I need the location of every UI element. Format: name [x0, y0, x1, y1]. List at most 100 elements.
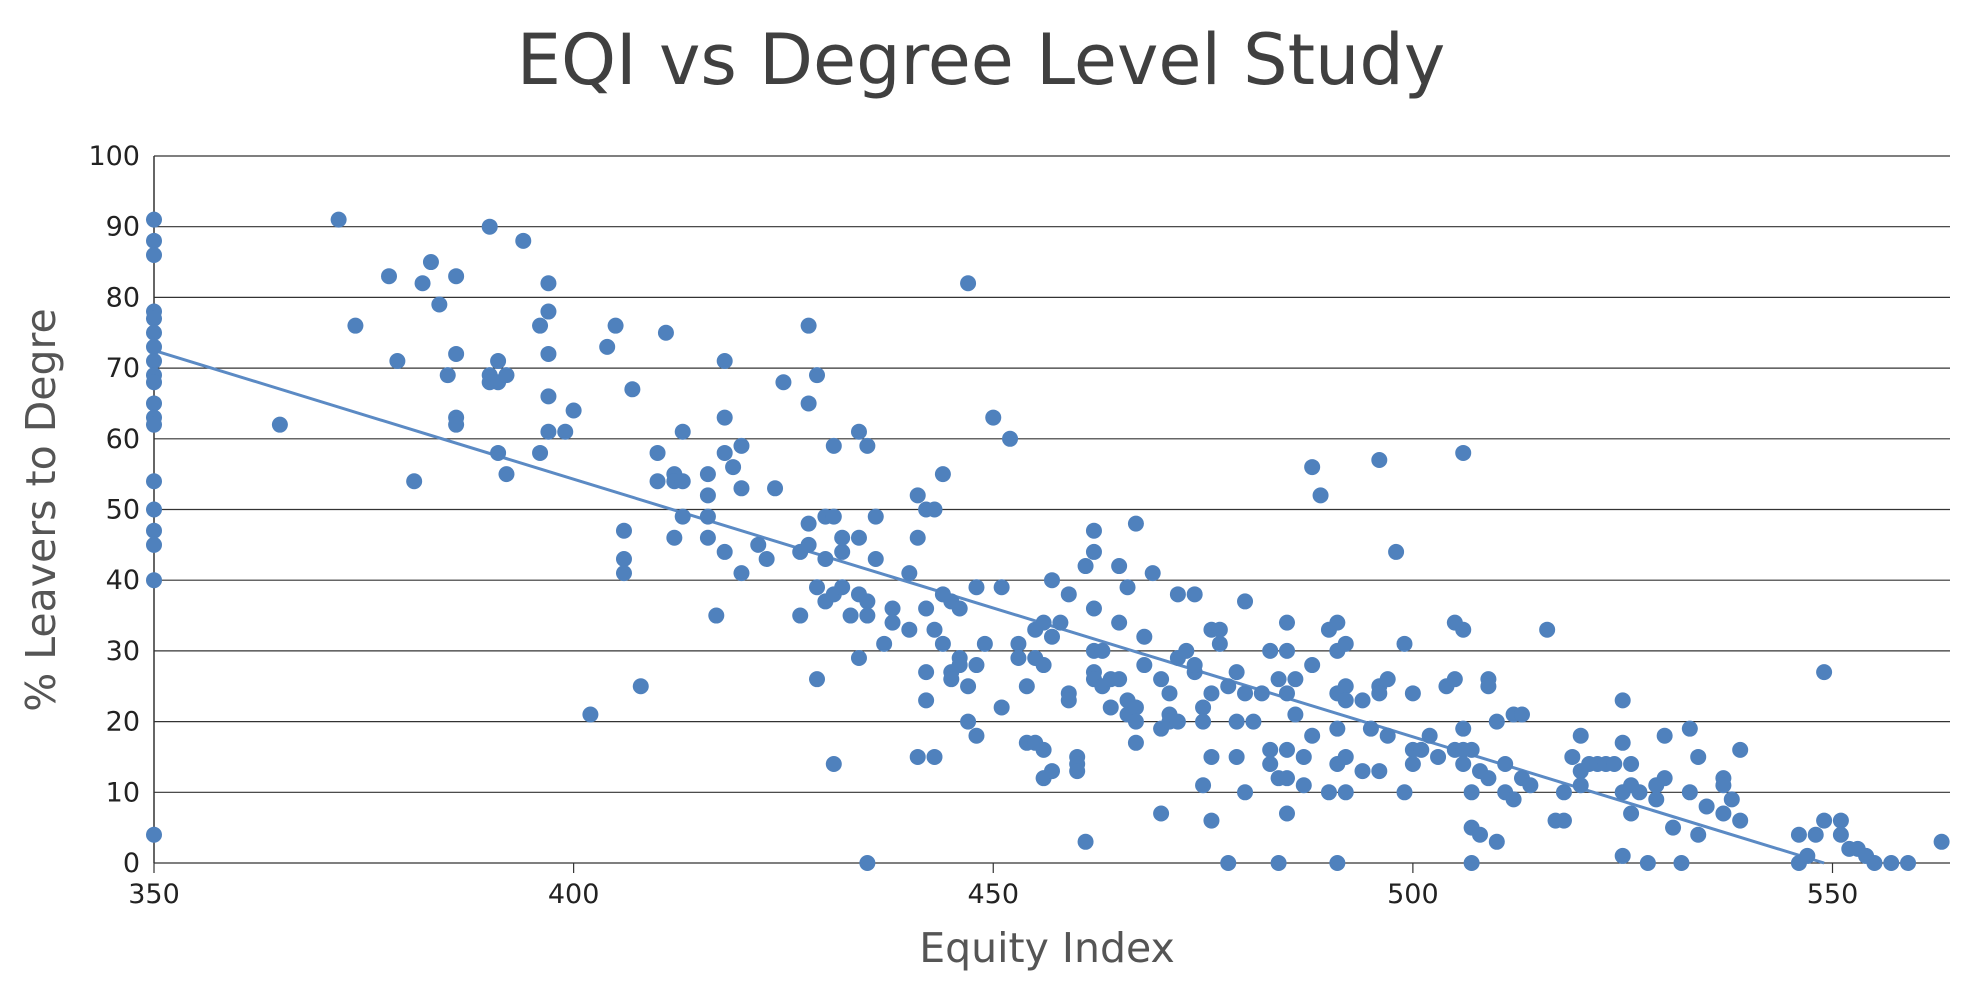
data-point: [1614, 734, 1631, 751]
data-point: [1237, 784, 1254, 801]
data-point: [1018, 678, 1035, 695]
data-point: [1572, 727, 1589, 744]
y-tick-label: 50: [106, 495, 140, 526]
data-point: [859, 855, 876, 871]
data-point: [1085, 543, 1102, 560]
trendline-layer: [153, 348, 1825, 865]
data-point: [943, 671, 960, 688]
data-point: [1396, 784, 1413, 801]
data-point: [1329, 720, 1346, 737]
data-point: [1522, 777, 1539, 794]
data-point: [1144, 565, 1161, 582]
data-point: [1270, 671, 1287, 688]
data-point: [1404, 756, 1421, 773]
data-point: [1698, 798, 1715, 815]
data-point: [1446, 671, 1463, 688]
data-point: [1186, 586, 1203, 603]
data-point: [1371, 685, 1388, 702]
data-point: [1371, 763, 1388, 780]
data-point: [1354, 763, 1371, 780]
y-tick-label: 100: [88, 141, 140, 172]
data-point: [1295, 777, 1312, 794]
data-point: [1278, 642, 1295, 659]
data-point: [993, 699, 1010, 716]
data-point: [1278, 770, 1295, 787]
data-point: [968, 657, 985, 674]
data-point: [674, 508, 691, 525]
data-point: [1304, 657, 1321, 674]
data-point: [859, 593, 876, 610]
data-point: [1127, 699, 1144, 716]
data-point: [632, 678, 649, 695]
data-point: [1555, 784, 1572, 801]
data-point: [1278, 805, 1295, 822]
data-point: [146, 338, 162, 355]
data-point: [800, 515, 817, 532]
trendline: [153, 348, 1825, 865]
data-point: [1463, 741, 1480, 758]
data-point: [1732, 741, 1749, 758]
data-point: [1220, 855, 1237, 871]
data-point: [1564, 748, 1581, 765]
data-point: [716, 353, 733, 370]
data-point: [1237, 685, 1254, 702]
data-point: [859, 607, 876, 624]
data-point: [1304, 459, 1321, 476]
data-point: [1539, 621, 1556, 638]
data-point: [825, 437, 842, 454]
data-point: [1085, 522, 1102, 539]
data-point: [960, 713, 977, 730]
data-point: [867, 508, 884, 525]
data-point: [615, 550, 632, 567]
data-point: [1799, 847, 1816, 864]
y-tick-label: 80: [106, 282, 140, 313]
data-point: [716, 444, 733, 461]
data-point: [146, 572, 162, 589]
y-tick-label: 40: [106, 565, 140, 596]
data-point: [1337, 784, 1354, 801]
data-point: [1253, 685, 1270, 702]
data-point: [1203, 685, 1220, 702]
data-point: [1430, 748, 1447, 765]
data-point: [699, 508, 716, 525]
data-point: [674, 473, 691, 490]
data-point: [792, 607, 809, 624]
data-point: [1278, 614, 1295, 631]
data-point: [909, 487, 926, 504]
data-point: [1044, 628, 1060, 645]
y-tick-labels: 0 10 20 30 40 50 60 70 80 90 100: [88, 141, 140, 879]
data-point: [1572, 777, 1589, 794]
data-point: [1715, 805, 1732, 822]
data-point: [1069, 763, 1086, 780]
data-point: [515, 232, 532, 249]
data-point: [1127, 734, 1144, 751]
data-point: [1195, 699, 1212, 716]
data-point: [926, 748, 943, 765]
data-point: [1371, 452, 1388, 469]
data-point: [850, 423, 867, 440]
data-point: [1044, 572, 1060, 589]
y-tick-label: 20: [106, 707, 140, 738]
data-point: [1085, 600, 1102, 617]
data-point: [1455, 756, 1472, 773]
data-point: [850, 529, 867, 546]
data-point: [146, 310, 162, 327]
data-point: [1656, 770, 1673, 787]
data-point: [809, 367, 826, 384]
data-point: [540, 423, 557, 440]
data-point: [825, 756, 842, 773]
data-point: [1186, 657, 1203, 674]
data-point: [146, 324, 162, 341]
data-point: [909, 529, 926, 546]
data-point: [1228, 748, 1245, 765]
data-point: [1010, 635, 1027, 652]
y-tick-label: 90: [106, 212, 140, 243]
data-point: [146, 232, 162, 249]
data-point: [615, 522, 632, 539]
data-point: [1690, 748, 1707, 765]
data-point: [1278, 685, 1295, 702]
data-point: [800, 395, 817, 412]
data-point: [1480, 770, 1497, 787]
data-point: [968, 579, 985, 596]
